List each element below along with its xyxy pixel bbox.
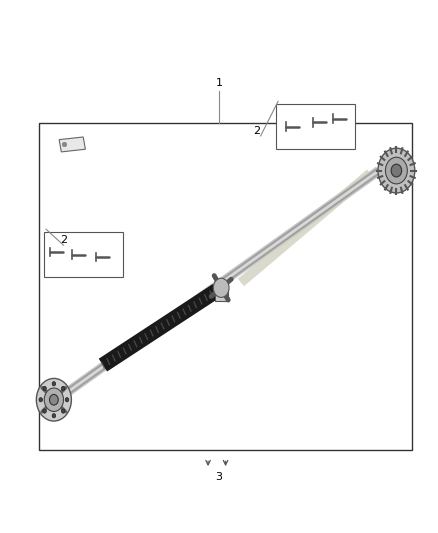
Text: 2: 2 <box>254 126 261 136</box>
Circle shape <box>61 409 65 413</box>
Circle shape <box>39 398 42 402</box>
Circle shape <box>43 409 46 413</box>
Circle shape <box>65 398 69 402</box>
Circle shape <box>213 278 229 297</box>
Circle shape <box>61 386 65 391</box>
Text: 2: 2 <box>60 235 67 245</box>
Bar <box>276 104 355 149</box>
Circle shape <box>49 394 58 405</box>
Circle shape <box>385 157 407 184</box>
Bar <box>39 123 412 450</box>
Text: 3: 3 <box>215 472 223 482</box>
Circle shape <box>391 164 402 177</box>
Circle shape <box>43 386 46 391</box>
Text: 1: 1 <box>215 78 223 88</box>
Circle shape <box>378 148 415 193</box>
Circle shape <box>36 378 71 421</box>
Circle shape <box>44 388 64 411</box>
Bar <box>44 232 123 277</box>
Polygon shape <box>59 137 85 152</box>
Circle shape <box>52 414 56 418</box>
Bar <box>215 289 228 301</box>
Circle shape <box>52 382 56 386</box>
